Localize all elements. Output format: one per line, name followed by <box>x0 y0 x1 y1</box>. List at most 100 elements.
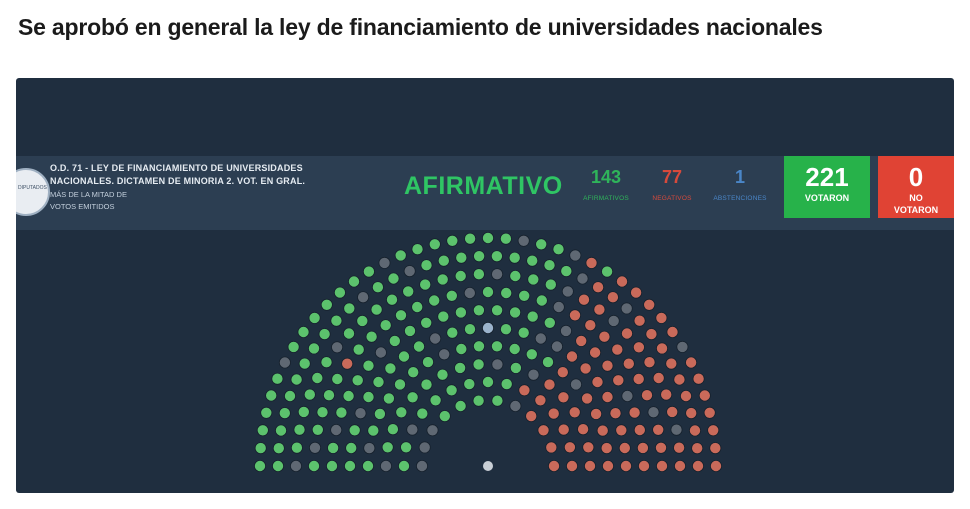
seat <box>372 375 385 388</box>
seat <box>362 265 375 278</box>
seat <box>428 238 441 251</box>
seat <box>518 289 531 302</box>
seat <box>618 441 631 454</box>
seat <box>308 441 321 454</box>
seat <box>673 441 686 454</box>
negativos-count: 77 NEGATIVOS <box>644 166 700 204</box>
seat <box>298 357 311 370</box>
seat <box>436 368 449 381</box>
seat <box>543 316 556 329</box>
seat <box>535 294 548 307</box>
seat <box>691 442 704 455</box>
seat <box>596 424 609 437</box>
seat <box>362 390 375 403</box>
seat <box>361 459 374 472</box>
seat <box>393 378 406 391</box>
seat <box>508 251 521 264</box>
seat <box>557 423 570 436</box>
seat <box>620 459 633 472</box>
seat <box>491 394 504 407</box>
seat <box>357 291 370 304</box>
seat <box>308 311 321 324</box>
seat <box>472 304 485 317</box>
seat <box>454 269 467 282</box>
seat <box>352 343 365 356</box>
vote-result: AFIRMATIVO <box>404 172 563 200</box>
seat <box>343 459 356 472</box>
seat <box>582 441 595 454</box>
seat <box>569 309 582 322</box>
seat <box>633 314 646 327</box>
seat <box>534 332 547 345</box>
seat <box>419 278 432 291</box>
seat <box>381 441 394 454</box>
votaron-value: 221 <box>805 162 849 192</box>
no-votaron-box: 0 NO VOTARON <box>878 156 954 218</box>
seat <box>331 372 344 385</box>
seat <box>703 406 716 419</box>
seat <box>525 410 538 423</box>
seat <box>411 300 424 313</box>
vote-board: DIPUTADOS O.D. 71 - LEY DE FINANCIAMIENT… <box>16 78 954 493</box>
seat <box>446 234 459 247</box>
seat <box>362 359 375 372</box>
seat <box>551 340 564 353</box>
seat <box>454 361 467 374</box>
seat <box>342 389 355 402</box>
seat <box>577 423 590 436</box>
seat <box>365 330 378 343</box>
seat <box>406 423 419 436</box>
seat <box>384 362 397 375</box>
seat <box>260 406 273 419</box>
seat <box>636 441 649 454</box>
seat <box>347 275 360 288</box>
seat <box>698 389 711 402</box>
seat <box>660 388 673 401</box>
seat <box>303 388 316 401</box>
seat <box>322 389 335 402</box>
seat <box>429 394 442 407</box>
seat <box>584 459 597 472</box>
seat <box>455 342 468 355</box>
seat <box>318 328 331 341</box>
seat <box>491 268 504 281</box>
seat <box>416 407 429 420</box>
seat <box>272 442 285 455</box>
seat <box>592 281 605 294</box>
seat <box>307 342 320 355</box>
seat <box>643 356 656 369</box>
seat <box>370 303 383 316</box>
seat <box>500 286 513 299</box>
seat <box>609 407 622 420</box>
votaron-label: VOTARON <box>804 193 850 203</box>
seat <box>589 346 602 359</box>
seat <box>293 423 306 436</box>
seat <box>412 340 425 353</box>
no-votaron-label-line2: VOTARON <box>893 205 939 215</box>
seat <box>545 441 558 454</box>
seat <box>378 256 391 269</box>
seat <box>402 285 415 298</box>
seat <box>341 357 354 370</box>
seat <box>394 309 407 322</box>
seat <box>665 357 678 370</box>
seat <box>552 300 565 313</box>
seat <box>652 423 665 436</box>
seat <box>560 324 573 337</box>
seat <box>403 324 416 337</box>
afirmativos-label: AFIRMATIVOS <box>583 195 629 202</box>
seat <box>411 243 424 256</box>
seat <box>500 378 513 391</box>
seat <box>473 250 486 263</box>
seat <box>436 273 449 286</box>
president-seat <box>483 461 493 471</box>
seat <box>429 332 442 345</box>
seat <box>534 394 547 407</box>
seat <box>620 302 633 315</box>
seat <box>403 265 416 278</box>
seat <box>563 441 576 454</box>
logo-text: DIPUTADOS <box>18 185 47 191</box>
seat <box>601 359 614 372</box>
seat <box>400 441 413 454</box>
seat <box>526 254 539 267</box>
